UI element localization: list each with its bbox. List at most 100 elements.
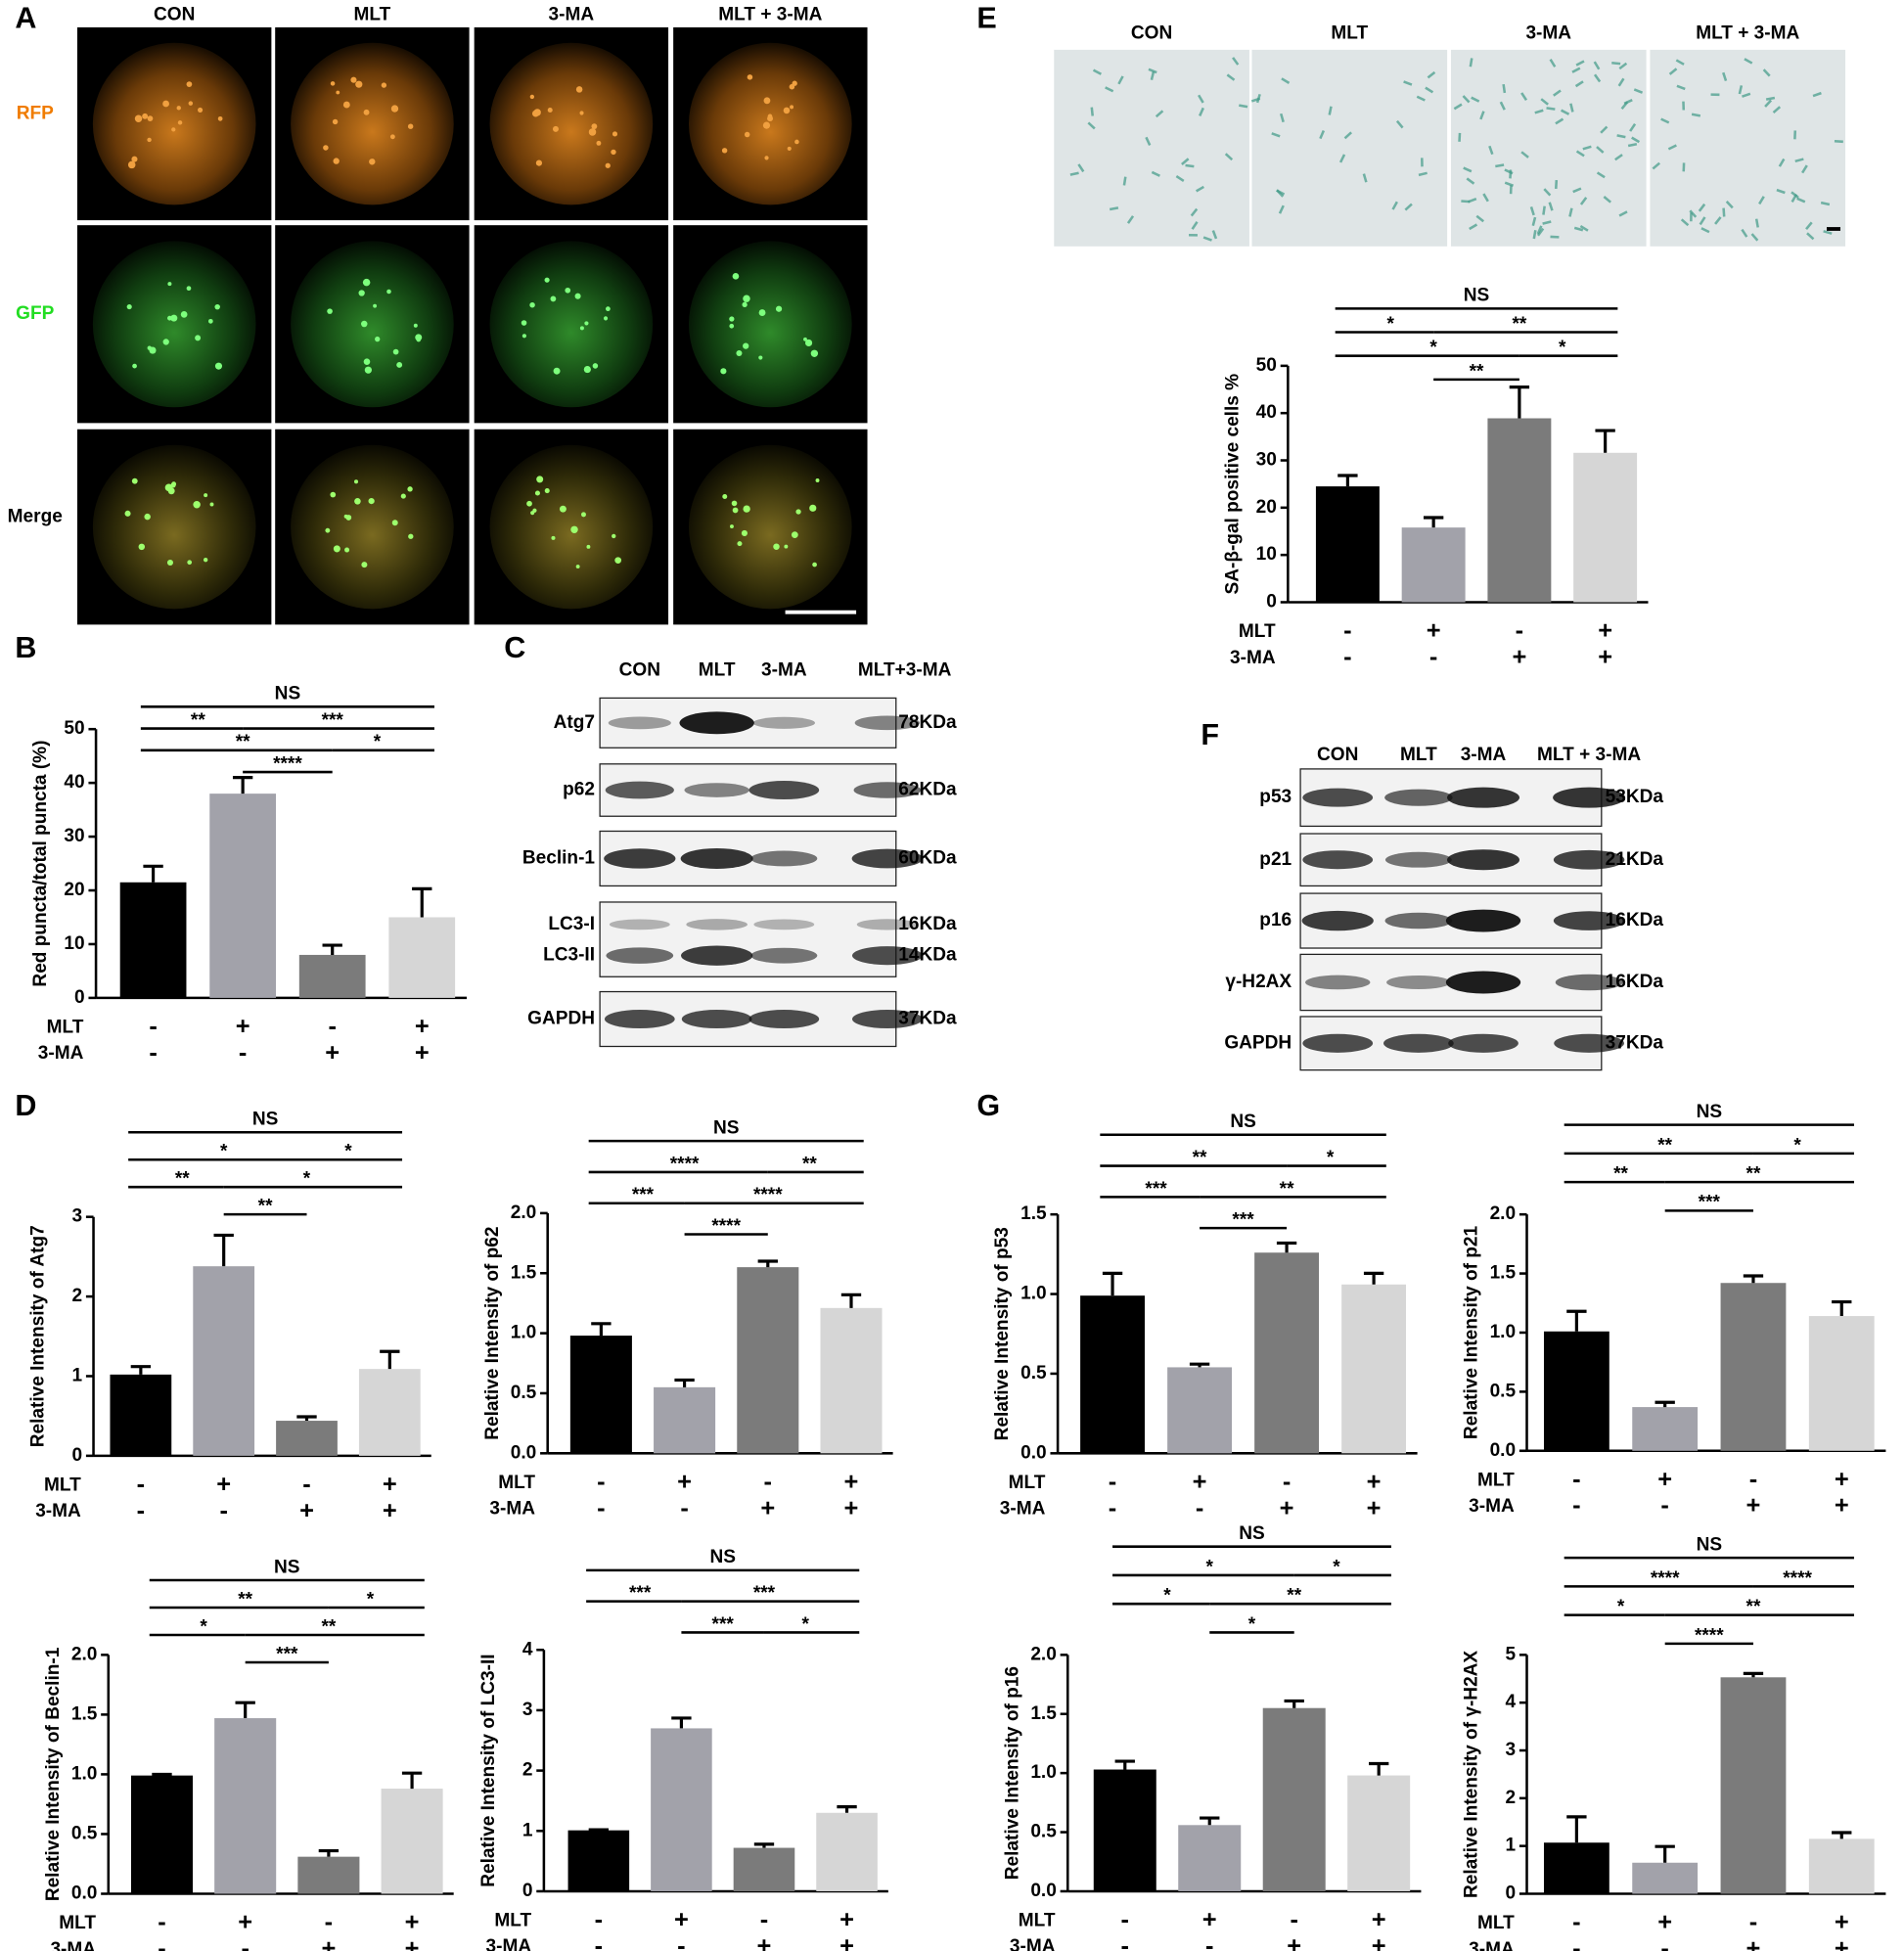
treatment-sign: +	[216, 1471, 231, 1498]
puncta	[742, 301, 748, 307]
treatment-sign: +	[844, 1494, 859, 1521]
y-tick-label: 0	[522, 1881, 533, 1901]
puncta	[521, 320, 527, 326]
stained-cell	[1548, 202, 1554, 211]
treatment-label: 3-MA	[38, 1043, 84, 1064]
stained-cell	[1469, 223, 1478, 231]
y-tick-label: 0.0	[1020, 1442, 1047, 1463]
stained-cell	[1765, 96, 1776, 101]
y-tick-label: 2.0	[511, 1202, 537, 1223]
treatment-sign: +	[839, 1932, 854, 1951]
treatment-label: MLT	[1239, 621, 1276, 642]
y-tick-label: 2.0	[71, 1644, 98, 1664]
puncta	[791, 531, 798, 539]
puncta	[147, 115, 154, 121]
y-tick-label: 0	[71, 1445, 82, 1466]
y-tick-label: 1	[522, 1820, 533, 1840]
puncta	[375, 336, 381, 342]
stained-cell	[1611, 62, 1621, 66]
column-label: MLT + 3-MA	[1537, 745, 1641, 765]
error-bar	[380, 1349, 400, 1370]
puncta	[588, 128, 597, 136]
puncta	[614, 557, 622, 565]
y-axis-label: Relative Intensity of p62	[482, 1226, 503, 1439]
band	[1445, 971, 1521, 994]
stained-cell	[1122, 176, 1127, 186]
error-bar	[1509, 386, 1530, 419]
puncta	[131, 477, 138, 484]
treatment-sign: +	[1367, 1469, 1382, 1496]
stained-cell	[1820, 201, 1831, 206]
band	[1555, 974, 1623, 991]
band	[609, 919, 670, 930]
significance-label: **	[238, 1589, 252, 1610]
error-bar	[143, 864, 163, 883]
significance-label: **	[1512, 314, 1526, 335]
stained-cell	[1629, 122, 1637, 132]
error-bar	[1284, 1699, 1304, 1708]
stained-cell	[1151, 170, 1160, 177]
significance-label: ****	[711, 1216, 741, 1237]
puncta	[773, 543, 780, 550]
puncta	[392, 348, 399, 355]
y-tick-label: 5	[1505, 1644, 1516, 1664]
treatment-sign: +	[757, 1932, 772, 1951]
band	[852, 1009, 923, 1029]
band	[1302, 1033, 1374, 1053]
band	[1554, 1033, 1624, 1053]
treatment-sign: -	[1572, 1909, 1580, 1936]
puncta	[170, 482, 176, 488]
column-label: CON	[154, 4, 195, 24]
puncta	[775, 305, 783, 312]
stained-cell	[1185, 163, 1195, 168]
blot-size: 21KDa	[1606, 849, 1664, 870]
puncta	[369, 159, 376, 165]
stained-cell	[1463, 166, 1473, 173]
blot-label: LC3-II	[543, 945, 595, 966]
cell	[689, 444, 852, 610]
treatment-sign: +	[1835, 1492, 1849, 1520]
y-tick-label: 50	[64, 718, 84, 739]
puncta	[373, 303, 378, 308]
stained-cell	[1554, 180, 1559, 190]
puncta	[763, 97, 771, 105]
stained-cell	[1794, 158, 1804, 163]
puncta	[131, 156, 138, 162]
puncta	[790, 105, 794, 110]
bar	[1254, 1252, 1320, 1454]
puncta	[551, 535, 556, 540]
puncta	[741, 529, 748, 537]
error-bar	[1595, 429, 1615, 453]
puncta	[361, 562, 368, 568]
treatment-sign: +	[1598, 617, 1612, 645]
y-tick-label: 1	[71, 1366, 82, 1386]
blot-label: p53	[1259, 787, 1292, 807]
cell	[689, 42, 852, 205]
puncta	[170, 314, 178, 322]
treatment-label: 3-MA	[1000, 1499, 1046, 1520]
band	[604, 1009, 675, 1029]
treatment-sign: +	[415, 1013, 430, 1040]
y-tick-label: 10	[1256, 544, 1277, 565]
bar	[1632, 1862, 1699, 1894]
puncta	[591, 123, 598, 130]
treatment-sign: -	[680, 1494, 688, 1521]
puncta	[526, 500, 532, 507]
bar	[276, 1421, 338, 1456]
puncta	[323, 145, 329, 151]
stained-cell	[1427, 70, 1436, 79]
y-tick-label: 20	[1256, 497, 1277, 518]
stained-cell	[1722, 71, 1728, 82]
y-tick-label: 0.0	[1030, 1881, 1057, 1901]
treatment-label: 3-MA	[50, 1939, 96, 1951]
stained-cell	[1680, 218, 1690, 227]
stained-cell	[1668, 68, 1678, 75]
treatment-sign: -	[302, 1471, 310, 1498]
cell	[291, 42, 454, 205]
row-label: GFP	[16, 303, 54, 324]
stained-cell	[1542, 205, 1546, 215]
y-axis-label: Relative Intensity of Atg7	[28, 1225, 49, 1447]
y-tick-label: 0	[1505, 1883, 1516, 1904]
bar	[209, 794, 277, 998]
blot-label: GAPDH	[527, 1009, 595, 1029]
